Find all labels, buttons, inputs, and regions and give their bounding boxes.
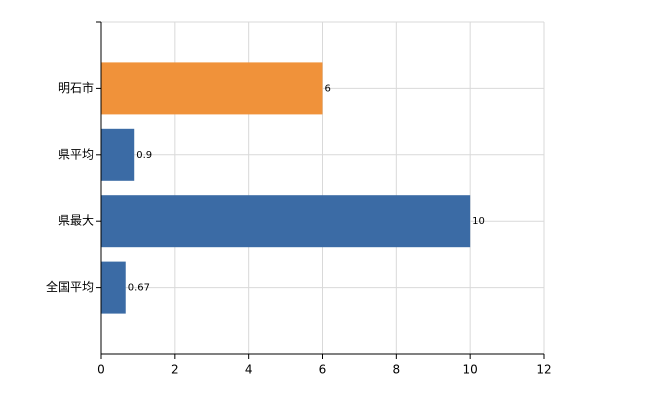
x-tick-label: 12 xyxy=(536,363,551,377)
bar xyxy=(101,128,135,181)
y-tick-label: 県最大 xyxy=(58,214,94,228)
x-tick-label: 8 xyxy=(393,363,401,377)
value-label: 0.67 xyxy=(128,283,150,294)
y-tick-label: 明石市 xyxy=(58,80,94,95)
x-tick-label: 0 xyxy=(97,363,105,377)
value-label: 10 xyxy=(472,216,485,227)
value-label: 6 xyxy=(325,83,331,94)
value-label: 0.9 xyxy=(136,150,152,161)
x-tick-label: 2 xyxy=(171,363,179,377)
bar xyxy=(101,261,126,314)
x-tick-label: 10 xyxy=(463,363,478,377)
y-tick-label: 全国平均 xyxy=(46,279,94,294)
bar xyxy=(101,195,471,248)
x-tick-label: 4 xyxy=(245,363,253,377)
y-tick-label: 県平均 xyxy=(58,147,94,161)
x-tick-label: 6 xyxy=(319,363,327,377)
bar xyxy=(101,62,323,115)
